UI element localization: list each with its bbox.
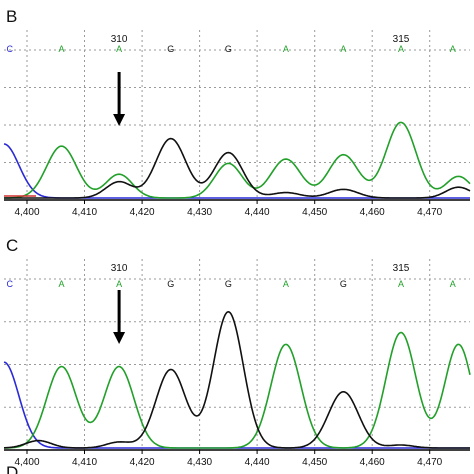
trace-g xyxy=(4,310,470,449)
base-call-g: G xyxy=(167,279,174,289)
trace-a xyxy=(3,331,471,449)
x-tick-label: 4,400 xyxy=(14,457,39,468)
base-call-a: A xyxy=(116,279,122,289)
base-call-g: G xyxy=(225,279,232,289)
base-call-g: G xyxy=(340,279,347,289)
base-call-a: A xyxy=(398,44,404,54)
base-call-g: G xyxy=(225,44,232,54)
x-tick-label: 4,410 xyxy=(72,457,97,468)
base-call-a: A xyxy=(58,279,64,289)
position-label: 315 xyxy=(393,263,410,274)
trace-c xyxy=(3,143,470,199)
base-call-c: C xyxy=(7,279,14,289)
x-tick-label: 4,430 xyxy=(187,457,212,468)
base-call-a: A xyxy=(450,279,456,289)
arrow-head xyxy=(113,332,126,344)
base-call-a: A xyxy=(283,279,289,289)
panel-letter: C xyxy=(6,236,18,255)
trace-c xyxy=(3,361,470,449)
panel-c: C 310 315 C A A G G A G A A 4,400 4,410 4,420 4,430 4,4… xyxy=(3,236,471,468)
x-tick-label: 4,410 xyxy=(72,207,97,218)
position-label: 315 xyxy=(393,34,410,45)
x-tick-label: 4,440 xyxy=(245,457,270,468)
x-tick-label: 4,470 xyxy=(417,207,442,218)
base-call-a: A xyxy=(398,279,404,289)
trace-g xyxy=(4,137,471,199)
base-call-a: A xyxy=(116,44,122,54)
base-call-a: A xyxy=(58,44,64,54)
x-tick-label: 4,420 xyxy=(130,457,155,468)
arrow-head xyxy=(113,114,126,126)
position-label: 310 xyxy=(111,34,128,45)
x-tick-label: 4,470 xyxy=(417,457,442,468)
x-tick-label: 4,420 xyxy=(130,207,155,218)
x-tick-label: 4,440 xyxy=(245,207,270,218)
trace-a xyxy=(4,121,471,199)
panel-letter-partial: D xyxy=(6,463,18,474)
x-tick-label: 4,460 xyxy=(360,457,385,468)
base-call-c: C xyxy=(7,44,14,54)
base-call-a: A xyxy=(340,44,346,54)
x-tick-label: 4,430 xyxy=(187,207,212,218)
x-tick-label: 4,450 xyxy=(302,457,327,468)
base-call-a: A xyxy=(450,44,456,54)
position-label: 310 xyxy=(111,263,128,274)
panel-letter: B xyxy=(6,7,17,26)
x-tick-label: 4,400 xyxy=(14,207,39,218)
panel-b: B 310 315 C A A G G A A A A 4,400 4,410 4,420 4,430 4,4… xyxy=(3,7,471,218)
x-tick-label: 4,450 xyxy=(302,207,327,218)
base-call-g: G xyxy=(167,44,174,54)
base-call-a: A xyxy=(283,44,289,54)
x-tick-label: 4,460 xyxy=(360,207,385,218)
